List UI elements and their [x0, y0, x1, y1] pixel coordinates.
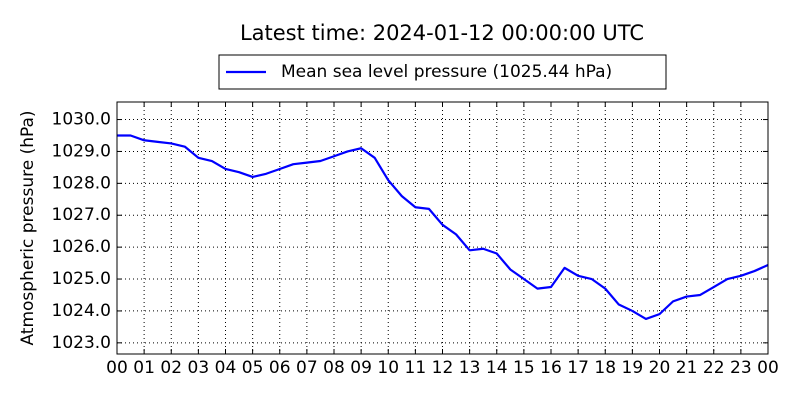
- x-tick-label: 18: [594, 358, 616, 378]
- x-tick-label: 22: [703, 358, 725, 378]
- x-tick-label: 04: [215, 358, 237, 378]
- x-tick-label: 15: [513, 358, 535, 378]
- y-tick-label: 1030.0: [52, 110, 111, 130]
- y-axis-label: Atmospheric pressure (hPa): [18, 110, 38, 345]
- y-tick-label: 1027.0: [52, 205, 111, 225]
- x-tick-label: 14: [486, 358, 508, 378]
- x-tick-label: 17: [567, 358, 589, 378]
- x-tick-label: 00: [106, 358, 128, 378]
- x-tick-label: 13: [459, 358, 481, 378]
- x-tick-label: 11: [405, 358, 427, 378]
- x-tick-label: 21: [676, 358, 698, 378]
- x-tick-label: 06: [269, 358, 291, 378]
- x-tick-label: 08: [323, 358, 345, 378]
- y-tick-label: 1024.0: [52, 301, 111, 321]
- plot-frame: [116, 101, 769, 355]
- chart-title: Latest time: 2024-01-12 00:00:00 UTC: [240, 21, 644, 45]
- x-tick-label: 05: [242, 358, 264, 378]
- x-tick-label: 09: [350, 358, 372, 378]
- y-tick-label: 1023.0: [52, 333, 111, 353]
- x-tick-label: 19: [622, 358, 644, 378]
- x-tick-label: 02: [160, 358, 182, 378]
- x-tick-label: 23: [730, 358, 752, 378]
- y-tick-label: 1029.0: [52, 141, 111, 161]
- x-tick-label: 10: [377, 358, 399, 378]
- legend-label: Mean sea level pressure (1025.44 hPa): [281, 62, 612, 82]
- x-tick-label: 12: [432, 358, 454, 378]
- x-tick-label: 16: [540, 358, 562, 378]
- x-tick-label: 07: [296, 358, 318, 378]
- y-tick-label: 1028.0: [52, 173, 111, 193]
- data-line: [117, 134, 769, 321]
- x-tick-label: 20: [649, 358, 671, 378]
- x-tick-label: 00: [757, 358, 779, 378]
- x-tick-label: 03: [188, 358, 210, 378]
- x-tick-label: 01: [133, 358, 155, 378]
- legend-box: [218, 54, 667, 90]
- y-tick-label: 1025.0: [52, 269, 111, 289]
- y-tick-label: 1026.0: [52, 237, 111, 257]
